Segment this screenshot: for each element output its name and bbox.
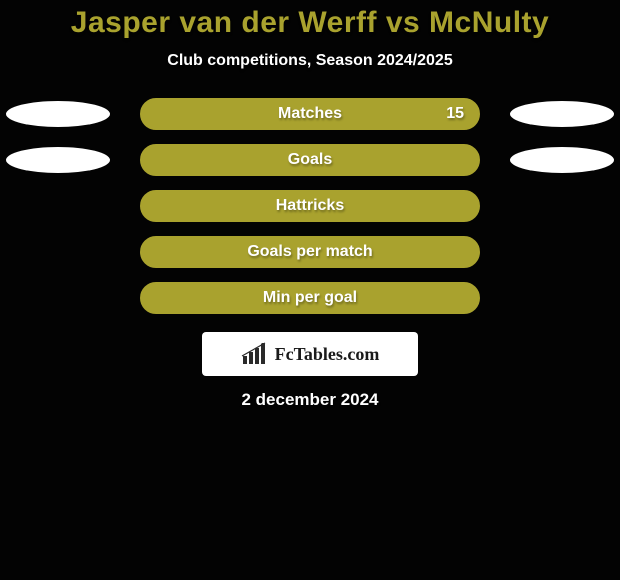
right-oval-slot (496, 101, 614, 127)
stat-bar-label: Min per goal (142, 289, 478, 307)
page-title: Jasper van der Werff vs McNulty (0, 6, 620, 40)
brand-bar-chart-icon (241, 342, 269, 366)
right-oval (510, 101, 614, 127)
brand-text: FcTables.com (275, 344, 380, 365)
left-oval (6, 101, 110, 127)
left-oval-slot (6, 193, 124, 219)
left-oval-slot (6, 285, 124, 311)
stat-bar: Goals per match (140, 236, 480, 268)
left-oval-slot (6, 101, 124, 127)
right-oval-slot (496, 239, 614, 265)
stats-rows: Matches15 Goals Hattricks Goals per match Mi… (0, 98, 620, 314)
right-oval-slot (496, 285, 614, 311)
stat-bar: Hattricks (140, 190, 480, 222)
brand-badge: FcTables.com (202, 332, 418, 376)
stat-row: Matches15 (6, 98, 614, 130)
stat-bar-label: Hattricks (142, 197, 478, 215)
stat-bar: Min per goal (140, 282, 480, 314)
stat-bar: Matches15 (140, 98, 480, 130)
date-text: 2 december 2024 (0, 390, 620, 410)
subtitle: Club competitions, Season 2024/2025 (0, 52, 620, 70)
left-oval (6, 147, 110, 173)
stat-row: Goals (6, 144, 614, 176)
stat-bar-label: Goals (142, 151, 478, 169)
right-oval-slot (496, 193, 614, 219)
right-oval (510, 147, 614, 173)
stat-row: Hattricks (6, 190, 614, 222)
stat-bar: Goals (140, 144, 480, 176)
stat-row: Goals per match (6, 236, 614, 268)
stat-bar-label: Goals per match (142, 243, 478, 261)
left-oval-slot (6, 147, 124, 173)
stat-row: Min per goal (6, 282, 614, 314)
stat-bar-value: 15 (446, 105, 464, 123)
right-oval-slot (496, 147, 614, 173)
left-oval-slot (6, 239, 124, 265)
stat-bar-label: Matches (142, 105, 478, 123)
